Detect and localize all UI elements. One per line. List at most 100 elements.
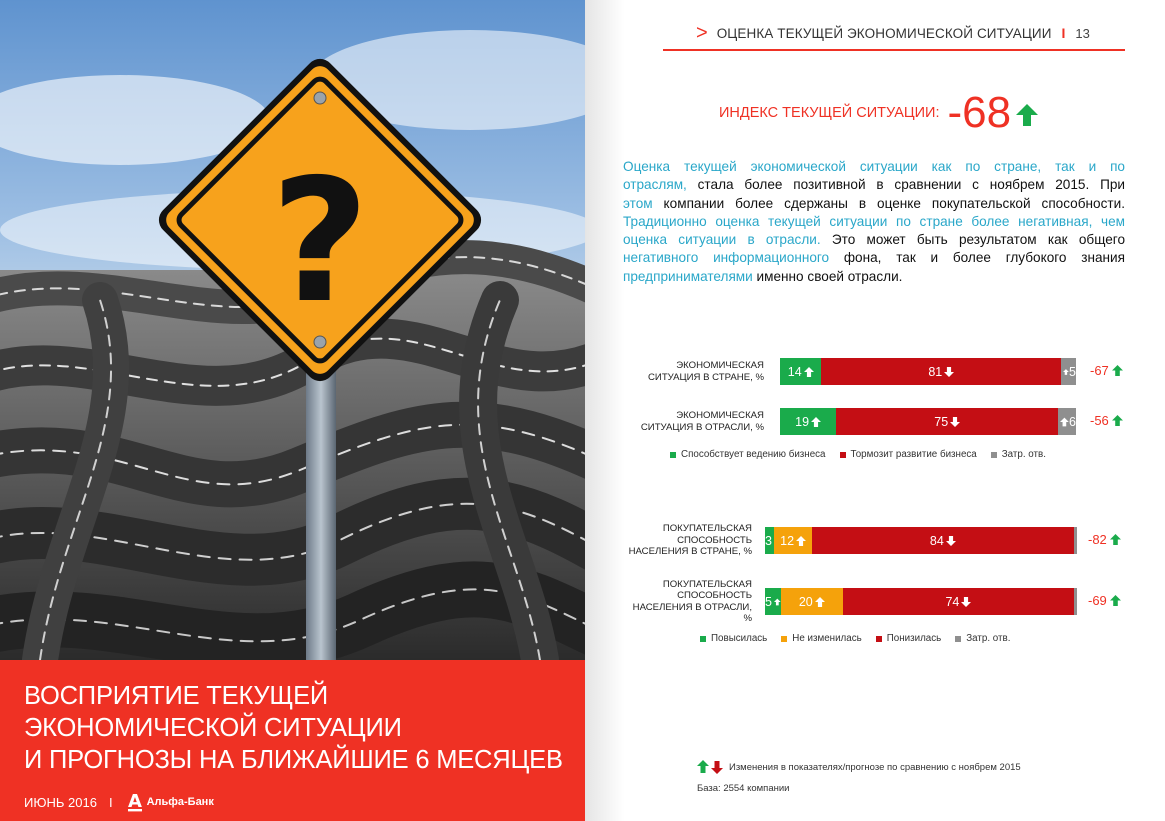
bar-segment: 20 [780, 588, 843, 615]
road-sign-illustration: ? [0, 0, 585, 660]
question-mark-glyph: ? [271, 143, 370, 341]
arrow-up-icon [1111, 365, 1123, 376]
changes-note-text: Изменения в показателях/прогнозе по срав… [729, 761, 1021, 773]
cover-separator: I [108, 794, 113, 810]
legend-swatch [670, 451, 676, 458]
segment-value: 19 [795, 414, 810, 429]
row-label: ЭКОНОМИЧЕСКАЯ СИТУАЦИЯ В СТРАНЕ, % [604, 360, 764, 383]
index-value: -68 [947, 88, 1012, 137]
legend-swatch [875, 635, 882, 642]
bar-segment: 14 [780, 358, 822, 385]
bar-segment: 84 [811, 527, 1074, 554]
header-divider [663, 49, 1125, 51]
base-note: База: 2554 компании [697, 783, 790, 794]
intro-line: негативного информационного фона, так и … [623, 249, 1125, 267]
legend-label: Затр. отв. [1001, 449, 1046, 460]
row-label-line: ЭКОНОМИЧЕСКАЯ [676, 360, 764, 371]
segment-value: 84 [929, 533, 944, 548]
change-arrows-icon [697, 760, 723, 774]
arrow-up-icon [1060, 417, 1070, 426]
intro-line: Традиционно оценка текущей ситуации по с… [623, 213, 1125, 231]
legend-label: Затр. отв. [966, 633, 1011, 644]
purchasing-power-chart: ПОКУПАТЕЛЬСКАЯ СПОСОБНОСТЬ НАСЕЛЕНИЯ В СТР… [585, 520, 1165, 650]
intro-text: Это может быть результатом как общего [820, 232, 1125, 248]
intro-line: Оценка текущей экономической ситуации ка… [623, 158, 1125, 176]
row-index-value: -69 [1088, 593, 1107, 608]
legend-swatch [990, 451, 997, 458]
segment-value: 12 [780, 533, 795, 548]
arrow-down-icon [950, 416, 961, 427]
row-label: ПОКУПАТЕЛЬСКАЯ СПОСОБНОСТЬ НАСЕЛЕНИЯ В ОТР… [592, 579, 752, 625]
row-index: -82 [1088, 532, 1121, 547]
stacked-bar: 19 75 6 [780, 408, 1076, 435]
segment-value: 20 [798, 594, 813, 609]
row-label-line: СПОСОБНОСТЬ [677, 590, 752, 601]
cover-date: ИЮНЬ 2016 [24, 794, 97, 810]
legend-label: Понизилась [886, 633, 942, 644]
segment-value: 6 [1069, 414, 1076, 429]
report-page: > ОЦЕНКА ТЕКУЩЕЙ ЭКОНОМИЧЕСКОЙ СИТУАЦИИ … [585, 0, 1165, 821]
arrow-up-icon [773, 598, 781, 605]
arrow-up-icon [803, 366, 814, 377]
intro-text: компании более сдержаны в оценке покупат… [652, 195, 1125, 211]
alfa-logo-icon: А [127, 792, 142, 812]
legend-swatch [781, 635, 788, 642]
page-number: 13 [1075, 25, 1090, 41]
legend-item: Понизилась [875, 633, 942, 644]
segment-value: 81 [928, 364, 943, 379]
cover-title-line: ЭКОНОМИЧЕСКОЙ СИТУАЦИИ [24, 714, 402, 742]
stacked-bar: 3 12 84 [765, 527, 1077, 554]
segment-value: 5 [765, 594, 772, 609]
bar-segment: 74 [842, 588, 1074, 615]
arrow-down-icon [944, 366, 955, 377]
intro-line: предпринимателями именно своей отрасли. [623, 268, 1125, 286]
arrow-up-icon [1111, 415, 1123, 426]
row-label: ЭКОНОМИЧЕСКАЯ СИТУАЦИЯ В ОТРАСЛИ, % [604, 410, 764, 433]
cover-footer: ИЮНЬ 2016 I А Альфа-Банк [24, 792, 214, 812]
legend-item: Способствует ведению бизнеса [670, 449, 826, 460]
legend-item: Тормозит развитие бизнеса [839, 449, 977, 460]
legend-label: Повысилась [711, 633, 768, 644]
row-index-value: -82 [1088, 532, 1107, 547]
bar-segment: 19 [780, 408, 837, 435]
legend-item: Затр. отв. [990, 449, 1046, 460]
intro-highlight: оценка ситуации в отрасли. [623, 232, 821, 248]
row-index: -69 [1088, 593, 1121, 608]
row-label-line: СПОСОБНОСТЬ [677, 534, 752, 546]
bar-segment: 75 [836, 408, 1059, 435]
arrow-up-icon [1109, 534, 1121, 545]
segment-value: 3 [765, 533, 772, 548]
segment-value: 5 [1069, 364, 1076, 379]
intro-highlight: отраслям, [623, 177, 687, 193]
bar-segment: 5 [1061, 358, 1076, 385]
segment-value: 75 [934, 414, 949, 429]
row-index-value: -56 [1090, 413, 1109, 428]
legend-item: Не изменилась [781, 633, 862, 644]
arrow-up-icon [811, 416, 822, 427]
arrow-down-icon [945, 535, 956, 546]
intro-highlight: Оценка текущей экономической ситуации ка… [623, 159, 1125, 174]
row-index-value: -67 [1090, 363, 1109, 378]
intro-line: отраслям, стала более позитивной в сравн… [623, 176, 1125, 194]
segment-value: 14 [787, 364, 802, 379]
legend-swatch [700, 635, 706, 642]
legend-swatch [839, 451, 846, 458]
section-title: ОЦЕНКА ТЕКУЩЕЙ ЭКОНОМИЧЕСКОЙ СИТУАЦИИ [716, 25, 1052, 41]
svg-text:А: А [128, 792, 142, 812]
bar-segment: 12 [774, 527, 812, 554]
row-label-line: НАСЕЛЕНИЯ В ОТРАСЛИ, [632, 601, 752, 613]
row-label-line: ПОКУПАТЕЛЬСКАЯ [662, 578, 752, 590]
economic-situation-chart: ЭКОНОМИЧЕСКАЯ СИТУАЦИЯ В СТРАНЕ, % 14 81 5 -6… [585, 352, 1165, 472]
legend-label: Способствует ведению бизнеса [681, 449, 826, 460]
page-fold-shadow [585, 0, 625, 821]
alfa-bank-logo: А Альфа-Банк [127, 792, 214, 812]
cover-title-line: ВОСПРИЯТИЕ ТЕКУЩЕЙ [24, 682, 329, 710]
intro-highlight: предпринимателями [623, 268, 753, 284]
arrow-down-icon [961, 596, 972, 607]
row-label-line: СИТУАЦИЯ В СТРАНЕ, % [648, 371, 764, 383]
cover-title-band: ВОСПРИЯТИЕ ТЕКУЩЕЙ ЭКОНОМИЧЕСКОЙ СИТУАЦИ… [0, 660, 585, 821]
row-label-line: % [743, 613, 752, 624]
arrow-up-icon [796, 535, 807, 546]
current-situation-index: ИНДЕКС ТЕКУЩЕЙ СИТУАЦИИ: -68 [719, 88, 1039, 138]
stacked-bar: 14 81 5 [780, 358, 1076, 385]
